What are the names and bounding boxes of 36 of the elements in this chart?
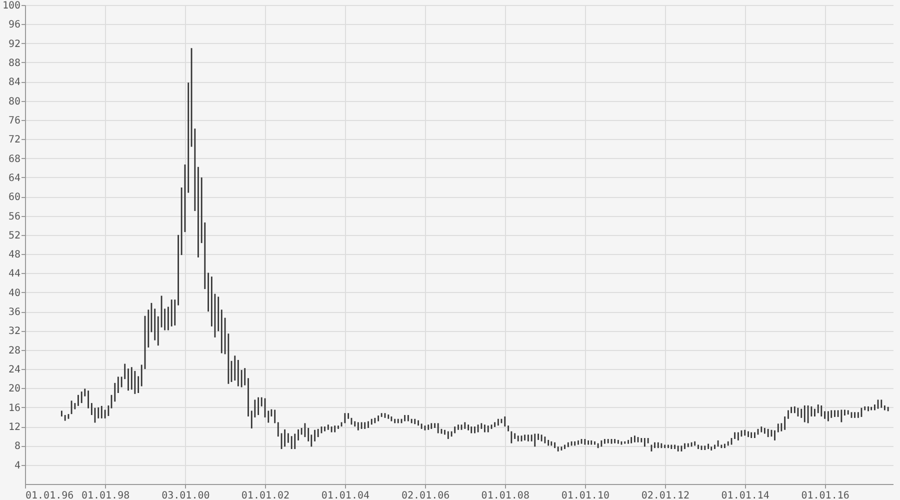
x-tick-label: 01.01.08 xyxy=(481,490,530,500)
y-tick-label: 96 xyxy=(8,20,20,31)
x-tick-label: 01.01.16 xyxy=(801,490,850,500)
y-tick-label: 44 xyxy=(8,268,20,280)
y-tick-label: 52 xyxy=(8,230,20,242)
y-tick-label: 8 xyxy=(14,441,20,452)
y-tick-label: 56 xyxy=(8,211,20,222)
x-tick-label: 01.01.96 xyxy=(26,490,74,500)
y-tick-label: 60 xyxy=(8,192,20,204)
y-tick-label: 28 xyxy=(8,345,20,356)
y-tick-label: 68 xyxy=(8,154,20,165)
x-tick-label: 01.01.04 xyxy=(321,490,370,500)
y-tick-label: 76 xyxy=(8,115,20,126)
y-tick-label: 32 xyxy=(8,326,20,338)
x-tick-label: 02.01.12 xyxy=(641,490,690,500)
x-tick-label: 01.01.98 xyxy=(81,490,130,500)
y-tick-label: 80 xyxy=(8,96,20,108)
x-tick-label: 01.01.14 xyxy=(721,490,770,500)
y-tick-label: 72 xyxy=(8,134,20,146)
x-tick-label: 02.01.06 xyxy=(401,490,450,500)
x-tick-label: 01.01.02 xyxy=(241,490,290,500)
y-tick-label: 12 xyxy=(8,422,20,434)
y-tick-label: 48 xyxy=(8,250,20,261)
x-tick-label: 03.01.00 xyxy=(162,490,210,500)
y-tick-label: 100 xyxy=(2,0,20,12)
y-tick-label: 24 xyxy=(8,364,20,376)
y-tick-label: 40 xyxy=(8,288,20,299)
y-tick-label: 16 xyxy=(8,402,20,414)
x-tick-label: 01.01.10 xyxy=(561,490,610,500)
y-tick-label: 92 xyxy=(8,38,20,50)
y-tick-label: 20 xyxy=(8,384,20,395)
y-tick-label: 36 xyxy=(8,307,20,318)
y-tick-label: 88 xyxy=(8,58,20,69)
y-tick-label: 4 xyxy=(14,460,20,472)
y-tick-label: 84 xyxy=(8,77,20,88)
y-tick-label: 64 xyxy=(8,172,20,184)
